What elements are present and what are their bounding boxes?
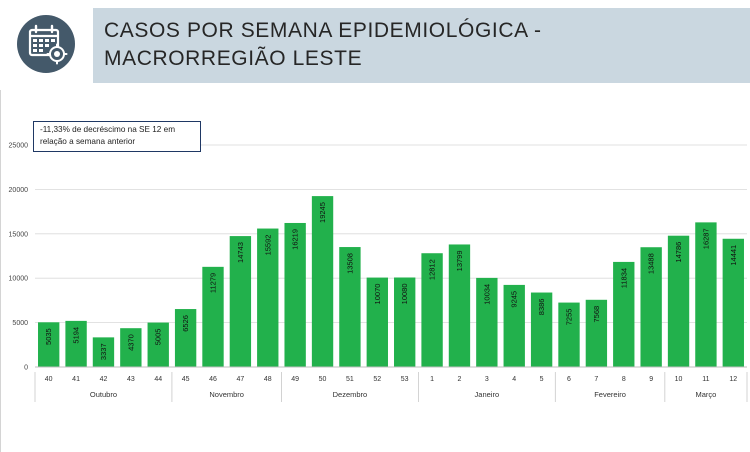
x-tick-label: 42 bbox=[100, 376, 108, 383]
bar bbox=[448, 244, 471, 367]
data-label: 12812 bbox=[428, 259, 437, 280]
bar bbox=[147, 322, 169, 367]
month-label: Janeiro bbox=[475, 390, 500, 399]
bar bbox=[695, 222, 717, 367]
bar bbox=[476, 277, 498, 367]
left-rule bbox=[0, 90, 1, 452]
data-label: 13508 bbox=[345, 253, 354, 274]
x-tick-label: 50 bbox=[319, 376, 327, 383]
y-tick-label: 5000 bbox=[12, 320, 28, 327]
x-tick-label: 51 bbox=[346, 376, 354, 383]
data-label: 10080 bbox=[400, 283, 409, 304]
header-band bbox=[93, 8, 750, 83]
bar bbox=[202, 266, 224, 367]
bar bbox=[585, 299, 608, 367]
x-tick-label: 41 bbox=[72, 376, 80, 383]
bar bbox=[558, 302, 580, 367]
data-label: 3337 bbox=[99, 343, 108, 360]
month-label: Março bbox=[696, 390, 717, 399]
annotation-line-2: relação a semana anterior bbox=[40, 137, 136, 146]
data-label: 14441 bbox=[729, 245, 738, 266]
month-label: Outubro bbox=[90, 390, 117, 399]
data-label: 15592 bbox=[263, 235, 272, 256]
bar bbox=[92, 337, 115, 367]
bar bbox=[722, 238, 744, 367]
data-label: 10034 bbox=[482, 284, 491, 305]
x-tick-label: 45 bbox=[182, 376, 190, 383]
data-label: 7568 bbox=[592, 306, 601, 323]
data-label: 19245 bbox=[318, 202, 327, 223]
x-tick-label: 7 bbox=[594, 376, 598, 383]
bar bbox=[120, 328, 142, 367]
y-tick-label: 20000 bbox=[9, 187, 29, 194]
x-tick-label: 44 bbox=[154, 376, 162, 383]
y-tick-label: 25000 bbox=[9, 143, 29, 150]
data-label: 6526 bbox=[181, 315, 190, 332]
page-title-line-2: MACRORREGIÃO LESTE bbox=[104, 47, 363, 70]
bar bbox=[311, 196, 334, 367]
x-tick-label: 48 bbox=[264, 376, 272, 383]
x-tick-label: 12 bbox=[729, 376, 737, 383]
data-label: 5005 bbox=[154, 329, 163, 346]
x-tick-label: 4 bbox=[512, 376, 516, 383]
bar bbox=[229, 236, 252, 367]
bar bbox=[65, 320, 87, 367]
y-tick-label: 0 bbox=[24, 365, 28, 372]
bar bbox=[503, 284, 525, 367]
data-label: 11279 bbox=[209, 273, 218, 293]
bar bbox=[394, 277, 416, 367]
bar bbox=[339, 247, 361, 367]
bar bbox=[613, 261, 635, 367]
data-label: 5194 bbox=[72, 327, 81, 344]
bar bbox=[667, 235, 690, 367]
y-tick-label: 15000 bbox=[9, 231, 29, 238]
data-label: 11834 bbox=[619, 268, 628, 288]
calendar-icon bbox=[17, 15, 75, 73]
annotation-box: -11,33% de decréscimo na SE 12 em relaçã… bbox=[33, 121, 201, 152]
x-tick-label: 6 bbox=[567, 376, 571, 383]
x-tick-label: 3 bbox=[485, 376, 489, 383]
bar bbox=[174, 309, 197, 367]
month-label: Dezembro bbox=[333, 390, 368, 399]
data-label: 4370 bbox=[126, 334, 135, 351]
data-label: 13488 bbox=[647, 253, 656, 274]
data-label: 7255 bbox=[565, 309, 574, 326]
bar bbox=[421, 253, 443, 367]
month-label: Novembro bbox=[209, 390, 244, 399]
bar bbox=[530, 292, 553, 367]
x-tick-label: 40 bbox=[45, 376, 53, 383]
x-tick-label: 52 bbox=[373, 376, 381, 383]
bar bbox=[640, 247, 662, 367]
x-tick-label: 11 bbox=[702, 376, 709, 383]
x-tick-label: 43 bbox=[127, 376, 135, 383]
x-tick-label: 8 bbox=[622, 376, 626, 383]
x-tick-label: 2 bbox=[458, 376, 462, 383]
data-label: 14786 bbox=[674, 242, 683, 263]
x-tick-label: 1 bbox=[430, 376, 434, 383]
x-tick-label: 49 bbox=[291, 376, 299, 383]
x-tick-label: 10 bbox=[675, 376, 683, 383]
data-label: 9245 bbox=[510, 291, 519, 308]
x-tick-label: 53 bbox=[401, 376, 409, 383]
data-label: 8386 bbox=[537, 299, 546, 316]
bar bbox=[284, 222, 306, 367]
data-label: 10070 bbox=[373, 284, 382, 305]
data-label: 16287 bbox=[701, 228, 710, 249]
month-label: Fevereiro bbox=[594, 390, 626, 399]
data-label: 5035 bbox=[44, 328, 53, 345]
data-label: 16219 bbox=[291, 229, 300, 250]
annotation-line-1: -11,33% de decréscimo na SE 12 em bbox=[40, 125, 176, 134]
bar bbox=[257, 228, 279, 367]
bar bbox=[366, 277, 388, 367]
page-title-line-1: CASOS POR SEMANA EPIDEMIOLÓGICA - bbox=[104, 19, 542, 42]
data-label: 14743 bbox=[236, 242, 245, 263]
x-tick-label: 5 bbox=[540, 376, 544, 383]
data-label: 13799 bbox=[455, 250, 464, 271]
bar bbox=[38, 322, 60, 367]
y-tick-label: 10000 bbox=[9, 276, 29, 283]
x-tick-label: 9 bbox=[649, 376, 653, 383]
x-tick-label: 46 bbox=[209, 376, 217, 383]
x-tick-label: 47 bbox=[236, 376, 244, 383]
